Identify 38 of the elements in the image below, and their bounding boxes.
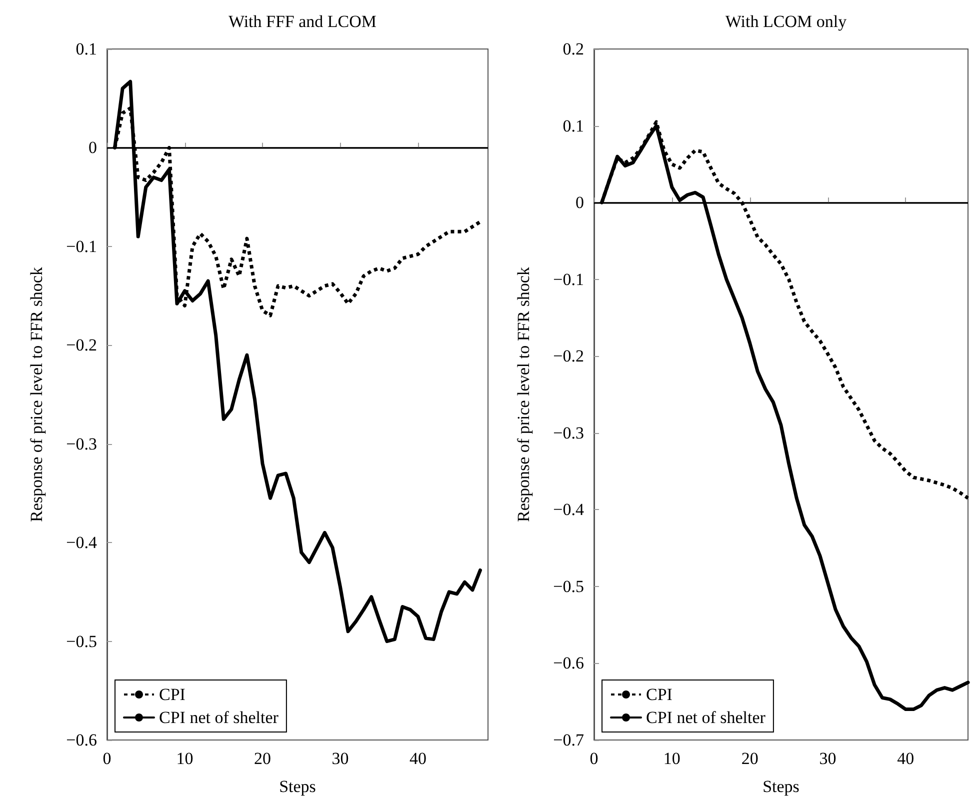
y-tick-label: −0.2 bbox=[66, 336, 97, 355]
y-tick-label: −0.3 bbox=[66, 434, 97, 454]
legend-label: CPI bbox=[159, 685, 186, 704]
x-tick-label: 30 bbox=[332, 749, 349, 768]
x-tick-label: 20 bbox=[254, 749, 272, 768]
x-tick-label: 0 bbox=[102, 749, 112, 768]
legend-label: CPI bbox=[646, 685, 673, 704]
x-axis-title: Steps bbox=[279, 777, 316, 796]
legend-label: CPI net of shelter bbox=[646, 708, 766, 727]
x-tick-label: 30 bbox=[819, 749, 836, 768]
y-tick-label: −0.7 bbox=[553, 730, 584, 750]
x-tick-label: 0 bbox=[590, 749, 598, 768]
y-tick-label: 0.2 bbox=[562, 40, 584, 58]
chart-title: With FFF and LCOM bbox=[228, 12, 377, 31]
x-tick-label: 10 bbox=[176, 749, 194, 768]
legend-label: CPI net of shelter bbox=[159, 708, 279, 727]
x-tick-label: 40 bbox=[410, 749, 427, 768]
y-tick-label: 0 bbox=[88, 138, 97, 158]
x-tick-label: 40 bbox=[897, 749, 914, 768]
y-tick-label: −0.6 bbox=[66, 730, 97, 750]
y-tick-label: −0.4 bbox=[553, 500, 584, 520]
y-tick-label: 0.1 bbox=[76, 40, 97, 58]
y-tick-label: −0.4 bbox=[66, 533, 98, 552]
y-tick-label: −0.6 bbox=[553, 654, 584, 673]
x-axis-title: Steps bbox=[762, 777, 800, 796]
x-tick-label: 10 bbox=[663, 749, 680, 768]
y-axis-title: Response of price level to FFR shock bbox=[514, 266, 533, 522]
y-tick-label: 0.1 bbox=[562, 116, 584, 136]
y-tick-label: −0.1 bbox=[66, 236, 97, 256]
x-tick-label: 20 bbox=[741, 749, 758, 768]
y-tick-label: −0.3 bbox=[553, 423, 584, 442]
y-tick-label: 0 bbox=[576, 193, 584, 212]
y-tick-label: −0.5 bbox=[66, 632, 97, 651]
y-tick-label: −0.1 bbox=[553, 270, 584, 289]
y-tick-label: −0.5 bbox=[553, 576, 584, 596]
y-axis-title: Response of price level to FFR shock bbox=[27, 266, 46, 522]
chart-title: With LCOM only bbox=[725, 12, 848, 31]
y-tick-label: −0.2 bbox=[553, 346, 584, 366]
